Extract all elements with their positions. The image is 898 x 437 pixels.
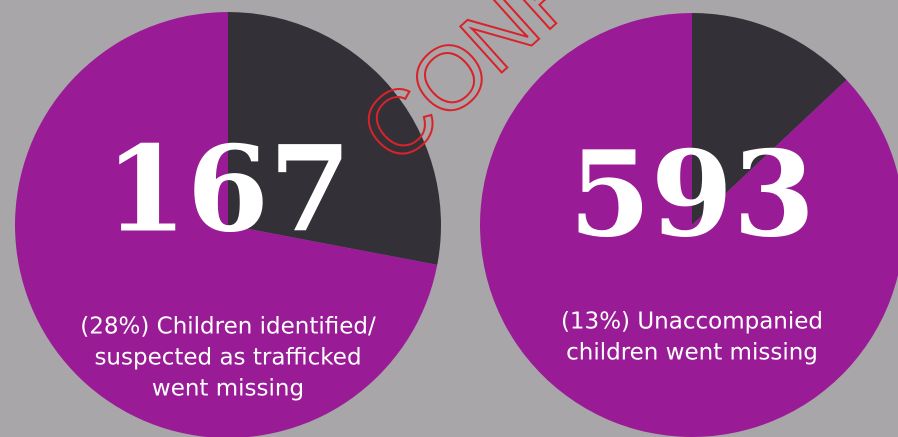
big-number: 167 [105,120,351,259]
caption-line: suspected as trafficked [94,345,361,371]
pie-slice [480,13,898,437]
pie-slice [228,12,441,265]
caption-line: (28%) Children identified/ [80,314,376,340]
big-number: 593 [569,125,815,264]
pie-slice [15,12,438,437]
caption-line: went missing [152,376,304,402]
caption-line: (13%) Unaccompanied [561,309,823,335]
pie-slice [692,13,847,225]
caption-line: children went missing [566,340,818,366]
